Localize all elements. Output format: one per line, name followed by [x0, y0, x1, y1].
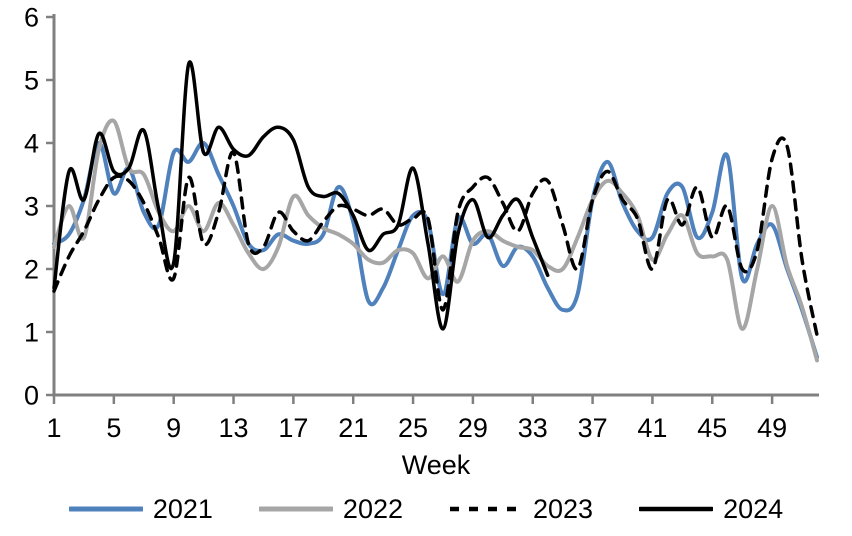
legend-swatch-2021	[68, 506, 143, 512]
series-line-2023	[52, 136, 819, 337]
x-tick-label: 1	[46, 413, 61, 443]
y-tick-label: 1	[24, 318, 39, 348]
legend-label: 2021	[152, 493, 213, 524]
legend-item-2022: 2022	[258, 493, 403, 524]
legend: 2021 2022 2023 2024	[0, 486, 852, 532]
axes	[46, 14, 819, 404]
series-line-2022	[52, 118, 819, 363]
x-tick-label: 25	[398, 413, 428, 443]
series-line-2021	[52, 140, 819, 360]
x-tick-label: 9	[166, 413, 181, 443]
y-tick-label: 6	[24, 3, 39, 33]
y-axis-tick-labels: 0 1 2 3 4 5 6	[24, 3, 39, 411]
legend-swatch-2023	[450, 506, 522, 512]
y-tick-label: 0	[24, 381, 39, 411]
x-tick-label: 13	[219, 413, 249, 443]
legend-label: 2023	[533, 493, 594, 524]
x-tick-label: 5	[106, 413, 121, 443]
legend-item-2023: 2023	[449, 493, 594, 524]
x-tick-label: 41	[637, 413, 667, 443]
x-tick-label: 21	[338, 413, 368, 443]
legend-swatch-2022	[258, 506, 333, 512]
x-tick-label: 17	[278, 413, 308, 443]
series-lines	[52, 60, 819, 363]
legend-label: 2022	[342, 493, 403, 524]
x-tick-label: 29	[458, 413, 488, 443]
x-tick-label: 45	[697, 413, 727, 443]
y-tick-label: 4	[24, 129, 39, 159]
legend-item-2021: 2021	[68, 493, 213, 524]
x-axis-tick-labels: 1 5 9 13 17 21 25 29 33 37 41 45 49	[46, 413, 787, 443]
series-line-2024	[52, 60, 550, 331]
x-axis-title: Week	[402, 450, 471, 480]
x-tick-label: 37	[578, 413, 608, 443]
y-tick-label: 3	[24, 192, 39, 222]
legend-swatch-2024	[639, 506, 714, 512]
legend-label: 2024	[723, 493, 784, 524]
legend-item-2024: 2024	[639, 493, 784, 524]
x-tick-label: 33	[518, 413, 548, 443]
x-tick-label: 49	[757, 413, 787, 443]
y-tick-label: 5	[24, 66, 39, 96]
y-tick-label: 2	[24, 255, 39, 285]
